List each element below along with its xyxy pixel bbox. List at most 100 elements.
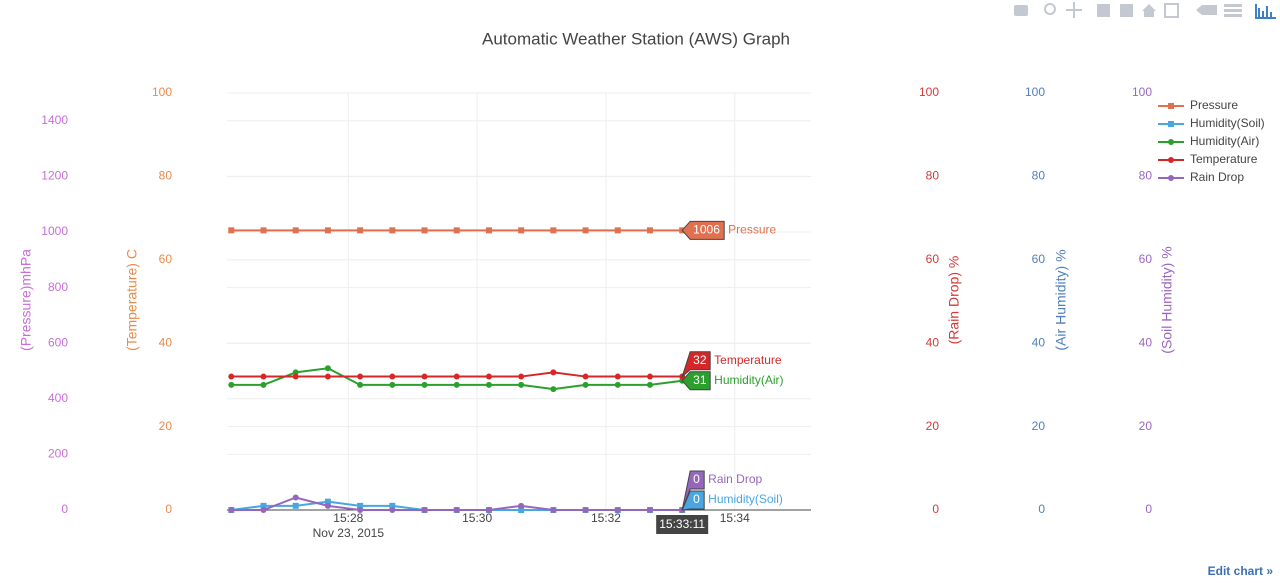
plotly-logo[interactable] (1255, 4, 1276, 19)
x-tick-label: 15:32 (591, 511, 621, 525)
y-axis-title: (Pressure)mhPa (18, 249, 34, 351)
marker (228, 507, 235, 513)
y-tick-label: 80 (1139, 169, 1153, 183)
hover-box (681, 470, 705, 511)
marker (421, 381, 428, 388)
grid (227, 92, 811, 510)
hover-label: 32 Temperature (681, 351, 782, 379)
y-tick-label: 1200 (41, 169, 68, 183)
y-tick-label: 100 (1025, 85, 1045, 99)
marker (324, 373, 331, 380)
y-tick-label: 600 (48, 335, 68, 349)
series (228, 369, 686, 380)
camera-button[interactable] (1014, 5, 1028, 16)
y-tick-label: 0 (1145, 502, 1152, 516)
y-tick-label: 1000 (41, 224, 68, 238)
hover-compare-button[interactable] (1224, 4, 1242, 17)
legend-entry[interactable]: Humidity(Air) (1158, 134, 1259, 148)
y-tick-label: 100 (1132, 85, 1152, 99)
zoom-out-button[interactable] (1120, 4, 1133, 17)
marker (518, 373, 525, 380)
marker (292, 502, 299, 509)
marker (357, 227, 364, 234)
marker (518, 507, 525, 513)
hover-label: 0 Humidity(Soil) (681, 490, 783, 511)
marker (260, 502, 267, 509)
y-tick-label: 20 (1139, 419, 1153, 433)
legend-entry[interactable]: Humidity(Soil) (1158, 116, 1265, 130)
chart-title: Automatic Weather Station (AWS) Graph (482, 29, 790, 48)
marker (550, 507, 557, 513)
marker (485, 381, 492, 388)
x-date-label: Nov 23, 2015 (313, 526, 385, 540)
marker (260, 507, 267, 513)
series (228, 365, 686, 393)
marker (614, 507, 621, 513)
hover-box (681, 371, 711, 391)
hover-label: 0 Rain Drop (681, 470, 763, 511)
marker (646, 381, 653, 388)
y-tick-label: 1400 (41, 113, 68, 127)
legend-entry[interactable]: Rain Drop (1158, 170, 1244, 184)
series (228, 227, 686, 234)
home-button[interactable] (1142, 4, 1156, 17)
legend-label: Rain Drop (1190, 170, 1244, 184)
legend-label: Pressure (1190, 98, 1238, 112)
marker (453, 373, 460, 380)
series (228, 494, 686, 513)
marker (357, 507, 364, 513)
hover-value: 0 (693, 492, 700, 506)
y-tick-label: 80 (159, 169, 173, 183)
marker (389, 227, 396, 234)
zoom-in-button[interactable] (1097, 4, 1110, 17)
hover-label: 1006 Pressure (681, 220, 777, 240)
legend-marker (1168, 175, 1174, 181)
x-tick-label: 15:28 (333, 511, 363, 525)
toolbar (1014, 2, 1276, 19)
y-tick-label: 60 (1139, 252, 1153, 266)
marker (324, 227, 331, 234)
y-tick-label: 800 (48, 280, 68, 294)
marker (646, 507, 653, 513)
marker (614, 381, 621, 388)
legend-marker (1168, 121, 1174, 127)
legend-marker (1168, 157, 1174, 163)
marker (324, 365, 331, 372)
y-tick-label: 0 (932, 502, 939, 516)
legend-entry[interactable]: Temperature (1158, 152, 1258, 166)
pan-button[interactable] (1066, 2, 1082, 18)
marker (614, 373, 621, 380)
y-tick-label: 60 (1032, 252, 1046, 266)
hover-name: Humidity(Soil) (708, 492, 783, 506)
marker (550, 227, 557, 234)
hover-name: Pressure (728, 223, 776, 237)
legend-entry[interactable]: Pressure (1158, 98, 1238, 112)
marker (292, 369, 299, 376)
y-tick-label: 100 (152, 85, 172, 99)
hover-box (681, 220, 725, 240)
marker (389, 507, 396, 513)
marker (228, 381, 235, 388)
autoscale-button[interactable] (1164, 3, 1179, 18)
marker (357, 502, 364, 509)
y-tick-label: 0 (61, 502, 68, 516)
marker (389, 373, 396, 380)
edit-chart-link[interactable]: Edit chart » (1208, 564, 1274, 578)
x-tick-label: 15:30 (462, 511, 492, 525)
y-axis-title: (Rain Drop) % (946, 256, 962, 345)
marker (421, 373, 428, 380)
marker (550, 369, 557, 376)
y-tick-label: 40 (1032, 335, 1046, 349)
marker (389, 502, 396, 509)
y-tick-label: 0 (1038, 502, 1045, 516)
marker (485, 373, 492, 380)
zoom-button[interactable] (1044, 3, 1056, 15)
y-axis-title: (Temperature) C (124, 249, 140, 351)
hover-closest-button[interactable] (1196, 5, 1217, 15)
hover-box (681, 490, 705, 511)
hover-label: 31 Humidity(Air) (681, 371, 784, 391)
y-tick-label: 20 (1032, 419, 1046, 433)
marker (518, 502, 525, 509)
marker (228, 227, 235, 234)
y-tick-label: 40 (1139, 335, 1153, 349)
